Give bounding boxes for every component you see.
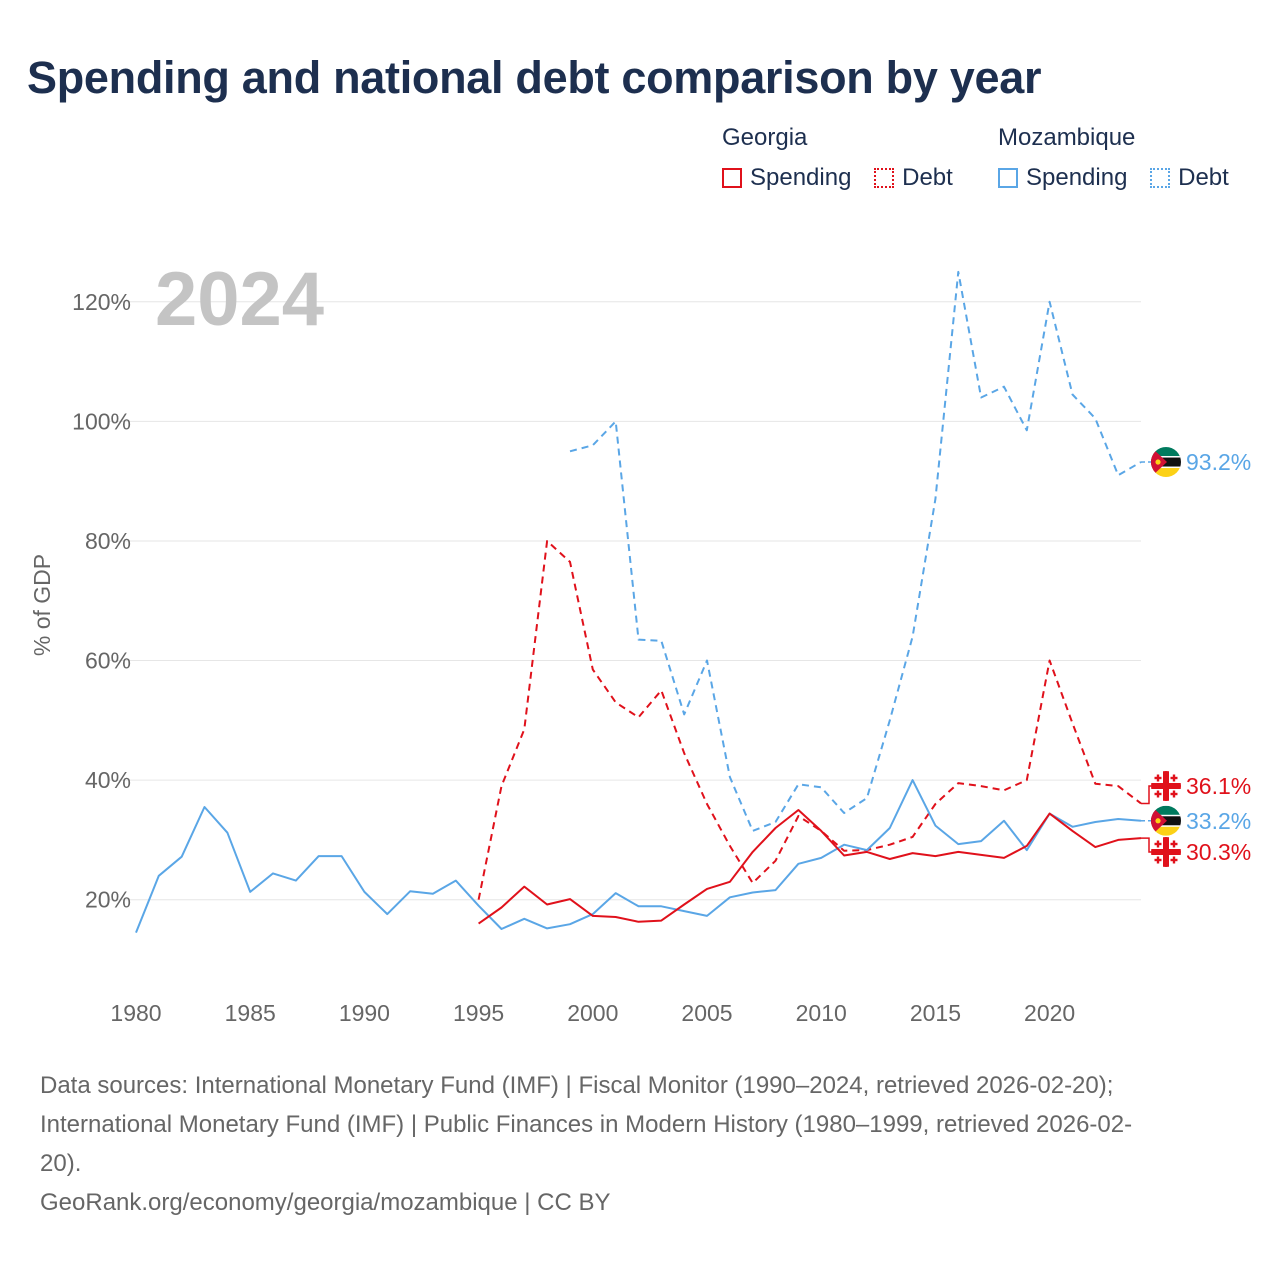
legend-swatch-solid <box>998 168 1018 188</box>
sources-line: 20). <box>40 1150 82 1177</box>
legend-swatch-dotted <box>1150 168 1171 188</box>
series-line-mozambique-debt[interactable] <box>569 270 1142 832</box>
end-value-label: 93.2% <box>1186 449 1251 475</box>
georgia-flag-icon <box>1151 771 1181 801</box>
legend-swatch-dotted <box>874 168 895 188</box>
y-tick-label: 100% <box>72 408 131 434</box>
x-tick-label: 1990 <box>339 1000 390 1026</box>
legend-swatch-solid <box>722 168 742 188</box>
end-value-label: 33.2% <box>1186 808 1251 834</box>
series-lines <box>135 270 1142 933</box>
y-axis-label: % of GDP <box>29 554 55 656</box>
y-tick-label: 20% <box>85 887 131 913</box>
y-tick-label: 40% <box>85 767 131 793</box>
legend-label: Debt <box>1178 164 1229 191</box>
credit-link[interactable]: GeoRank.org/economy/georgia/mozambique |… <box>40 1189 611 1216</box>
mozambique-flag-icon <box>1151 805 1181 836</box>
x-tick-label: 2005 <box>681 1000 732 1026</box>
legend-label: Spending <box>1026 164 1128 191</box>
x-tick-label: 2015 <box>910 1000 961 1026</box>
end-labels: 93.2% 36.1% 33.2% 30.3% <box>1141 447 1251 867</box>
line-chart: 2024 20%40%60%80%100%120% 1980 1985 1990 19… <box>29 257 1251 1026</box>
x-tick-label: 2000 <box>567 1000 618 1026</box>
y-tick-label: 80% <box>85 528 131 554</box>
series-line-mozambique-spending[interactable] <box>135 779 1142 933</box>
x-tick-label: 1985 <box>225 1000 276 1026</box>
sources-line: International Monetary Fund (IMF) | Publ… <box>40 1111 1133 1138</box>
gridlines <box>110 301 1141 901</box>
legend-label: Debt <box>902 164 953 191</box>
x-axis-ticks: 1980 1985 1990 1995 2000 2005 2010 2015 2020 <box>110 1000 1075 1026</box>
series-line-georgia-spending[interactable] <box>478 809 1142 925</box>
chart-title: Spending and national debt comparison by… <box>27 52 1042 103</box>
x-tick-label: 2020 <box>1024 1000 1075 1026</box>
end-value-label: 30.3% <box>1186 839 1251 865</box>
georgia-flag-icon <box>1151 837 1181 867</box>
legend-label: Spending <box>750 164 852 191</box>
x-tick-label: 2010 <box>796 1000 847 1026</box>
mozambique-flag-icon <box>1151 447 1181 478</box>
y-tick-label: 120% <box>72 289 131 315</box>
legend-group-name: Mozambique <box>998 124 1136 151</box>
y-axis-ticks: 20% 40% 60% 80% 100% 120% <box>72 289 131 913</box>
legend-item-georgia-spending[interactable]: Spending <box>722 164 851 192</box>
legend-item-mozambique-spending[interactable]: Spending <box>998 164 1127 192</box>
legend-group-georgia: Georgia Spending Debt <box>722 124 969 195</box>
x-tick-label: 1995 <box>453 1000 504 1026</box>
series-line-georgia-debt[interactable] <box>477 540 1142 900</box>
y-tick-label: 60% <box>85 648 131 674</box>
legend-item-georgia-debt[interactable]: Debt <box>874 164 953 192</box>
legend-group-mozambique: Mozambique Spending Debt <box>998 124 1229 195</box>
data-sources: Data sources: International Monetary Fun… <box>40 1066 1240 1222</box>
sources-line: Data sources: International Monetary Fun… <box>40 1072 1114 1099</box>
legend-item-mozambique-debt[interactable]: Debt <box>1150 164 1229 192</box>
year-badge: 2024 <box>155 257 324 342</box>
x-tick-label: 1980 <box>110 1000 161 1026</box>
legend-group-name: Georgia <box>722 124 808 151</box>
end-value-label: 36.1% <box>1186 773 1251 799</box>
